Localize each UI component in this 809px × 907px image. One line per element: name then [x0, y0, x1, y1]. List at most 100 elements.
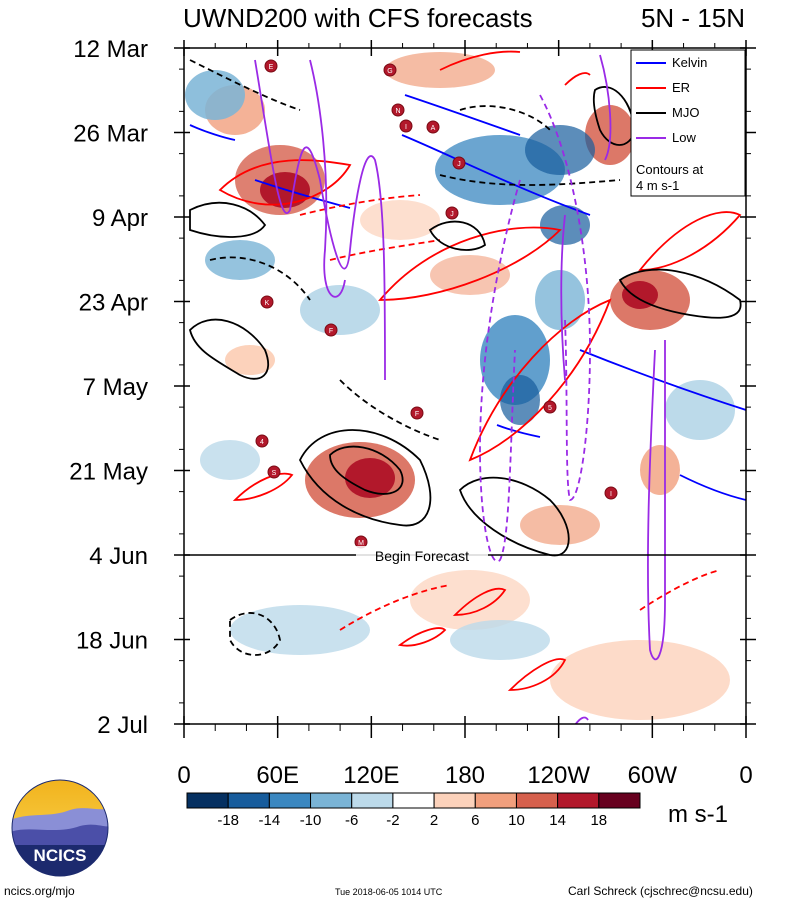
legend-label: MJO	[672, 105, 699, 120]
kelvin-contour	[401, 134, 591, 216]
contour-note-2: 4 m s-1	[636, 178, 679, 193]
storm-marker-label: S	[272, 470, 277, 477]
mjo-contour	[329, 445, 404, 495]
mjo-contour	[298, 429, 432, 527]
storm-marker-label: J	[450, 211, 454, 218]
storm-marker-label: N	[395, 108, 400, 115]
x-tick-label: 0	[739, 762, 752, 789]
mjo-contour	[189, 201, 267, 238]
x-tick-label: 120W	[527, 762, 590, 789]
storm-marker-label: 4	[260, 439, 264, 446]
colorbar-tick-label: 18	[590, 812, 607, 829]
ncics-logo: NCICS	[11, 779, 109, 877]
colorbar-tick-label: -14	[259, 812, 281, 829]
storm-marker	[604, 486, 618, 500]
storm-marker	[255, 434, 269, 448]
storm-marker	[391, 103, 405, 117]
y-tick-label: 7 May	[83, 374, 148, 401]
colorbar-tick-label: -18	[217, 812, 239, 829]
y-axis: 12 Mar 26 Mar 9 Apr 23 Apr 7 May 21 May 4 Jun 1…	[69, 36, 756, 739]
storm-marker-label: 5	[548, 405, 552, 412]
legend: Kelvin ER MJO Low Contours at 4 m s-1	[630, 49, 746, 197]
er-contour	[329, 239, 441, 261]
low-contour	[599, 54, 612, 161]
legend-label: ER	[672, 80, 690, 95]
mjo-contour	[618, 268, 742, 319]
low-contour	[560, 214, 566, 381]
colorbar-swatch	[474, 792, 517, 809]
colorbar-units: m s-1	[668, 801, 728, 828]
kelvin-contour	[189, 124, 236, 141]
mjo-contour	[229, 612, 281, 656]
low-contour	[647, 340, 666, 661]
storm-marker	[410, 406, 424, 420]
er-contour	[218, 159, 352, 206]
storm-marker	[452, 156, 466, 170]
mjo-contour	[189, 318, 270, 380]
low-contour	[254, 59, 386, 381]
shaded-field	[185, 52, 735, 720]
mjo-contour	[209, 256, 311, 301]
er-contour	[452, 587, 507, 616]
er-contour	[299, 194, 421, 216]
storm-marker-label: F	[329, 328, 333, 335]
er-contour	[564, 72, 591, 86]
colorbar: -18 -14 -10 -6 -2 2 6 10 14 18	[186, 792, 641, 829]
mjo-contour	[458, 476, 570, 557]
kelvin-contour	[579, 349, 746, 411]
er-contour	[378, 226, 562, 301]
footer-author: Carl Schreck (cjschrec@ncsu.edu)	[568, 884, 753, 898]
colorbar-swatch	[515, 792, 559, 809]
storm-marker-label: K	[265, 300, 270, 307]
y-tick-label: 9 Apr	[92, 205, 148, 232]
y-tick-label: 23 Apr	[79, 290, 148, 317]
colorbar-swatch	[268, 792, 312, 809]
chart-title: UWND200 with CFS forecasts	[183, 3, 533, 33]
forecast-label: Begin Forecast	[375, 548, 469, 564]
mjo-contour	[439, 174, 621, 186]
y-tick-label: 26 Mar	[73, 121, 148, 148]
legend-box	[630, 49, 746, 197]
kelvin-contour	[679, 474, 746, 501]
colorbar-tick-label: -2	[386, 812, 399, 829]
mjo-contour	[428, 220, 487, 251]
colorbar-swatch	[598, 792, 641, 809]
er-contour	[439, 50, 521, 71]
x-tick-label: 60W	[628, 762, 678, 789]
mjo-contour	[459, 105, 551, 131]
storm-marker	[426, 120, 440, 134]
storm-marker-label: M	[358, 540, 364, 547]
colorbar-swatch	[310, 792, 353, 809]
x-tick-label: 120E	[343, 762, 399, 789]
mjo-contour	[339, 379, 441, 441]
region-label: 5N - 15N	[641, 3, 745, 33]
y-tick-label: 21 May	[69, 459, 148, 486]
er-contour	[397, 627, 447, 647]
storm-markers: E G N I J J K F F 4 S M 5 I A	[255, 59, 618, 549]
mjo-contour	[189, 59, 301, 111]
storm-marker	[445, 206, 459, 220]
storm-marker-label: G	[387, 68, 392, 75]
storm-marker-label: E	[269, 64, 274, 71]
y-tick-label: 12 Mar	[73, 36, 148, 63]
kelvin-contour	[404, 94, 521, 136]
colorbar-tick-label: 6	[471, 812, 479, 829]
er-contour	[638, 211, 742, 271]
er-contour	[468, 298, 612, 462]
footer-timestamp: Tue 2018-06-05 1014 UTC	[335, 887, 443, 897]
storm-marker-label: I	[405, 124, 407, 131]
logo-text: NCICS	[34, 846, 87, 865]
y-tick-label: 2 Jul	[97, 712, 148, 739]
er-contour	[507, 658, 567, 691]
contours	[189, 50, 746, 724]
x-tick-label: 180	[445, 762, 485, 789]
storm-marker-label: I	[610, 491, 612, 498]
storm-marker	[399, 119, 413, 133]
x-tick-label: 60E	[256, 762, 299, 789]
y-tick-label: 4 Jun	[89, 543, 148, 570]
colorbar-swatch	[186, 792, 229, 809]
storm-marker-label: J	[457, 161, 461, 168]
contour-note-1: Contours at	[636, 162, 704, 177]
low-contour	[479, 179, 521, 563]
